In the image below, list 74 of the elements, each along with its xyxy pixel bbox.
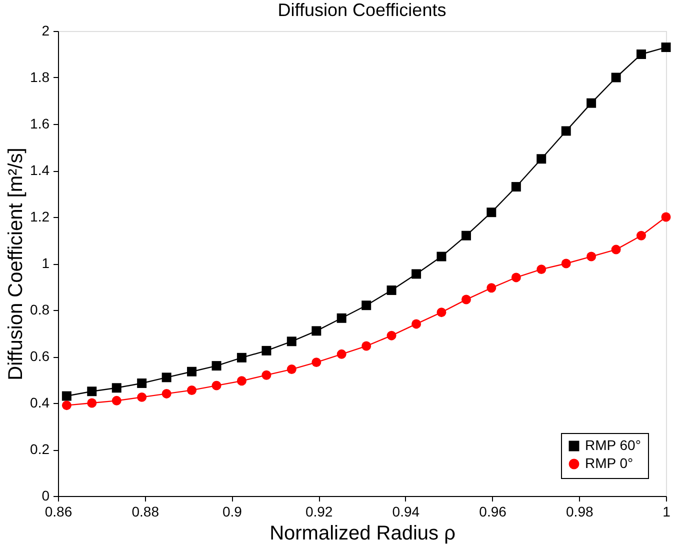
x-tick-label: 0.92 (305, 504, 333, 520)
point (286, 336, 296, 346)
point (586, 98, 596, 108)
y-tick-label: 2 (42, 22, 50, 38)
x-tick-label: 0.9 (222, 504, 242, 520)
point (386, 285, 396, 295)
point (62, 391, 72, 401)
point (561, 126, 571, 136)
x-axis-title: Normalized Radius ρ (270, 522, 456, 544)
point (636, 230, 646, 240)
point (236, 352, 246, 362)
point (112, 396, 122, 406)
y-tick-label: 1.2 (30, 208, 50, 224)
point (386, 330, 396, 340)
point (286, 364, 296, 374)
point (162, 388, 172, 398)
point (236, 376, 246, 386)
point (636, 50, 646, 59)
point (486, 283, 496, 293)
point (87, 386, 97, 396)
point (611, 244, 621, 254)
point (511, 182, 521, 192)
point (561, 258, 571, 268)
y-tick-label: 0.4 (30, 394, 50, 410)
point (461, 294, 471, 304)
y-tick-label: 1 (42, 255, 50, 271)
point (87, 398, 97, 408)
y-tick-label: 0.2 (30, 441, 50, 457)
point (187, 366, 197, 376)
point (137, 392, 147, 402)
point (312, 326, 322, 336)
point (112, 383, 122, 393)
x-tick-label: 1 (662, 504, 671, 520)
y-tick-label: 1.8 (30, 69, 50, 85)
point (412, 319, 422, 329)
y-tick-label: 1.4 (30, 162, 50, 178)
point (137, 378, 147, 388)
point (187, 385, 197, 395)
point (611, 72, 621, 82)
x-tick-label: 0.94 (392, 504, 420, 520)
x-tick-label: 0.98 (566, 504, 594, 520)
point (661, 212, 671, 222)
point (312, 358, 322, 368)
y-tick-label: 0.6 (30, 348, 50, 364)
y-axis-title: Diffusion Coefficient [m²/s] (5, 148, 28, 380)
point (436, 252, 446, 262)
point (62, 400, 72, 410)
point (162, 372, 172, 382)
point (336, 313, 346, 323)
point (262, 346, 272, 356)
legend-label: RMP 60° (585, 437, 641, 453)
x-tick-label: 0.96 (479, 504, 507, 520)
point (511, 272, 521, 282)
point (336, 349, 346, 359)
point (536, 154, 546, 164)
x-tick-label: 0.88 (132, 504, 160, 520)
point (412, 269, 422, 279)
point (212, 380, 222, 390)
x-tick-label: 0.86 (44, 504, 72, 520)
point (661, 42, 671, 52)
y-tick-label: 1.6 (30, 116, 50, 132)
point (212, 361, 222, 371)
point (362, 341, 372, 351)
point (436, 308, 446, 318)
chart-title: Diffusion Coefficients (278, 0, 446, 20)
y-tick-label: 0.8 (30, 302, 50, 318)
point (262, 370, 272, 380)
point (586, 252, 596, 262)
y-tick-label: 0 (42, 488, 50, 504)
point (486, 208, 496, 218)
point (362, 300, 372, 310)
point (461, 230, 471, 240)
point (536, 264, 546, 274)
legend-label: RMP 0° (585, 455, 634, 471)
